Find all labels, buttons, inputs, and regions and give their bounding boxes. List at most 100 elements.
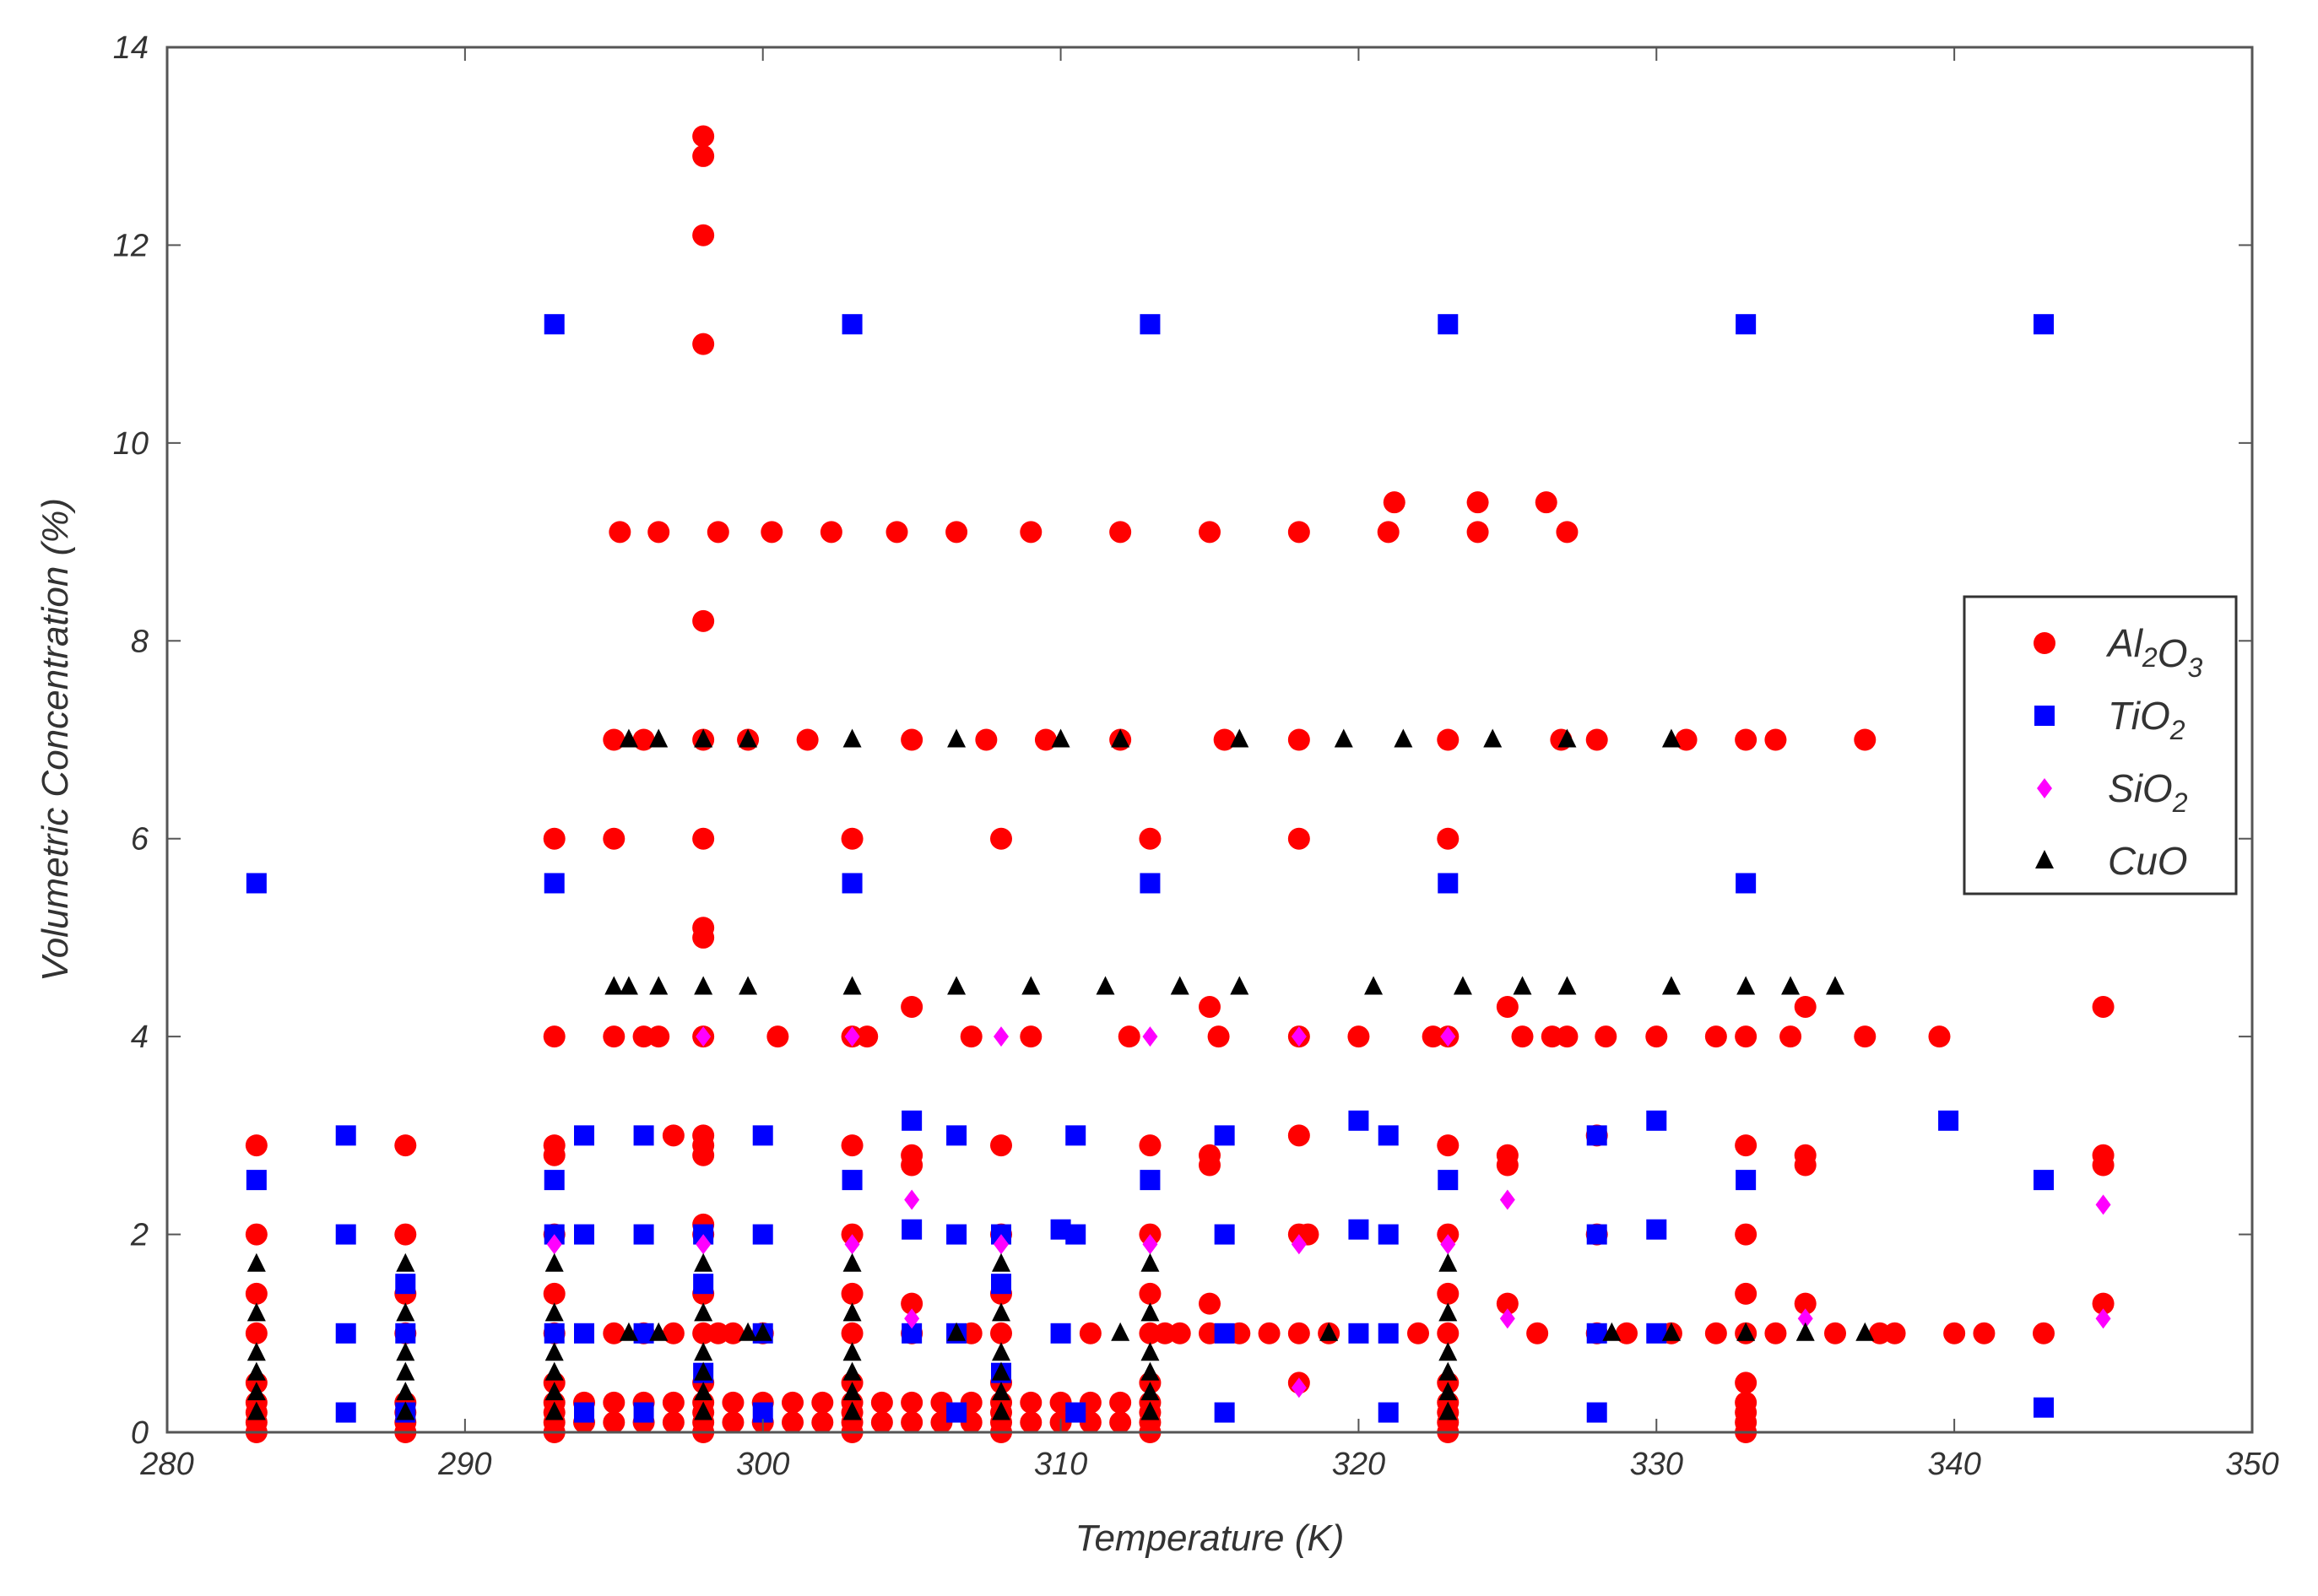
point-al2o3 [901,1411,923,1434]
point-cuo [1319,1322,1339,1341]
point-tio2 [335,1323,356,1344]
point-al2o3 [609,521,631,544]
point-cuo [1661,976,1681,995]
point-cuo [1140,1401,1160,1420]
point-al2o3 [245,1282,268,1305]
point-tio2 [1214,1323,1235,1344]
point-cuo [544,1302,564,1322]
point-al2o3 [1616,1322,1638,1344]
point-cuo [947,1322,967,1341]
point-tio2 [1586,1402,1607,1423]
point-cuo [1394,728,1413,748]
point-al2o3 [1139,1134,1162,1157]
point-al2o3 [1109,1411,1132,1434]
point-tio2 [1438,314,1459,335]
point-al2o3 [1854,1025,1877,1048]
point-al2o3 [692,224,715,246]
point-al2o3 [901,1144,923,1166]
point-cuo [544,1382,564,1401]
point-al2o3 [870,1391,893,1414]
point-sio2 [2095,1194,2111,1215]
point-al2o3 [2092,1292,2115,1315]
point-al2o3 [1139,1282,1162,1305]
point-cuo [1736,976,1756,995]
point-al2o3 [945,521,968,544]
point-al2o3 [1437,728,1460,751]
point-sio2 [2095,1308,2111,1329]
y-tick-label: 14 [113,30,149,66]
point-cuo [246,1361,266,1381]
x-tick-label: 310 [1034,1447,1087,1482]
point-al2o3 [692,917,715,939]
point-cuo [992,1361,1010,1381]
point-cuo [246,1382,266,1401]
point-sio2 [1291,1234,1307,1255]
y-tick-label: 0 [131,1415,149,1451]
point-cuo [694,976,713,995]
point-tio2 [1140,873,1161,894]
point-cuo [842,1382,862,1401]
point-cuo [1661,1322,1681,1341]
plot-frame [165,46,2254,1434]
legend-label-tio2: TiO2 [2108,694,2185,745]
point-cuo [1230,976,1249,995]
y-tick-label: 4 [131,1020,149,1055]
point-cuo [1096,976,1115,995]
point-al2o3 [707,521,729,544]
point-al2o3 [662,1391,685,1414]
y-tick-label: 12 [113,228,149,263]
point-cuo [1140,1361,1160,1381]
point-tio2 [574,1125,594,1146]
point-tio2 [574,1224,594,1245]
point-al2o3 [990,1134,1012,1157]
point-al2o3 [1118,1025,1140,1048]
point-cuo [1140,1382,1160,1401]
point-al2o3 [1287,1124,1310,1147]
point-al2o3 [885,521,908,544]
point-al2o3 [1535,491,1557,514]
point-cuo [1111,1322,1130,1341]
point-al2o3 [901,995,923,1018]
point-al2o3 [1764,728,1787,751]
point-al2o3 [692,1124,715,1147]
point-cuo [1140,1252,1160,1272]
point-al2o3 [662,1322,685,1344]
point-cuo [992,1252,1010,1272]
axis-ticks: 280 290 300 310 320 330 340 350 0 2 4 6 8 10 12 14 [113,30,2279,1482]
point-al2o3 [1034,728,1057,751]
point-cuo [1855,1322,1875,1341]
point-al2o3 [1437,1282,1460,1305]
point-cuo [1438,1401,1458,1420]
point-al2o3 [1258,1322,1281,1344]
point-sio2 [994,1026,1009,1047]
point-al2o3 [1207,1025,1230,1048]
point-tio2 [1646,1219,1667,1240]
point-sio2 [1440,1234,1456,1255]
legend-label-al2o3: Al2O3 [2105,621,2203,683]
point-sio2 [1142,1234,1158,1255]
point-al2o3 [692,333,715,355]
point-cuo [396,1401,415,1420]
point-al2o3 [1437,1322,1460,1344]
point-tio2 [2034,1397,2054,1418]
point-al2o3 [901,1292,923,1315]
point-tio2 [544,1323,565,1344]
point-al2o3 [245,1322,268,1344]
point-cuo [544,1342,564,1361]
point-tio2 [1065,1224,1086,1245]
point-sio2 [696,1026,712,1047]
point-cuo [992,1401,1010,1420]
point-tio2 [842,314,863,335]
point-al2o3 [766,1025,789,1048]
point-al2o3 [1526,1322,1549,1344]
point-al2o3 [603,728,626,751]
point-cuo [1602,1322,1622,1341]
point-cuo [1661,728,1681,748]
series-tio2 [246,314,2054,1423]
point-al2o3 [245,1134,268,1157]
point-al2o3 [543,1025,566,1048]
point-al2o3 [1973,1322,1996,1344]
point-tio2 [1348,1323,1369,1344]
point-al2o3 [1556,1025,1579,1048]
y-tick-label: 2 [130,1218,149,1253]
